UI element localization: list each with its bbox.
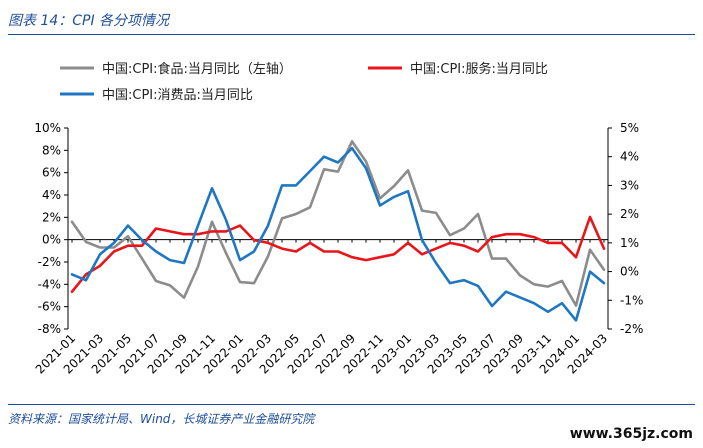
series-line-3: [70, 146, 606, 322]
left-axis-tick-label: -8%: [38, 322, 61, 336]
right-axis-tick-label: 3%: [620, 178, 639, 192]
left-axis-tick-label: 2%: [42, 210, 61, 224]
right-axis-tick-label: 2%: [620, 207, 639, 221]
left-axis-tick-label: 8%: [42, 143, 61, 157]
source-rule: [8, 404, 695, 405]
source-note: 资料来源：国家统计局、Wind，长城证券产业金融研究院: [8, 412, 315, 426]
left-axis-tick-label: 6%: [42, 166, 61, 180]
right-axis-tick-label: 5%: [620, 121, 639, 135]
left-axis-tick-label: 4%: [42, 188, 61, 202]
right-axis-tick-label: 1%: [620, 236, 639, 250]
figure-title: 图表 14：CPI 各分项情况: [8, 13, 170, 29]
chart-axes: 10% 8% 6% 4% 2% 0% -2% -4% -6% -8% 5% 4% 3% 2% 1% 0% -1%…: [33, 121, 644, 377]
legend-label-3: 中国:CPI:消费品:当月同比: [102, 88, 253, 103]
left-axis-tick-label: 10%: [34, 121, 61, 135]
series-line-1: [70, 140, 606, 307]
right-axis-tick-label: -1%: [620, 293, 643, 307]
left-axis-tick-label: -2%: [38, 255, 61, 269]
watermark: www.365jz.com: [569, 426, 693, 442]
legend: 中国:CPI:食品:当月同比（左轴） 中国:CPI:服务:当月同比中国:CPI:消…: [60, 61, 548, 103]
series-line-2: [70, 215, 606, 294]
legend-label-1: 中国:CPI:食品:当月同比（左轴）: [102, 61, 292, 77]
right-axis-tick-label: 4%: [620, 150, 639, 164]
left-axis-tick-label: -6%: [38, 300, 61, 314]
legend-label-2: 中国:CPI:服务:当月同比: [410, 61, 548, 77]
title-rule: [8, 34, 695, 35]
left-axis-tick-label: -4%: [38, 277, 61, 291]
left-axis-tick-label: 0%: [42, 233, 61, 247]
chart-series: [70, 140, 606, 322]
right-axis-tick-label: -2%: [620, 322, 643, 336]
right-axis-tick-label: 0%: [620, 265, 639, 279]
